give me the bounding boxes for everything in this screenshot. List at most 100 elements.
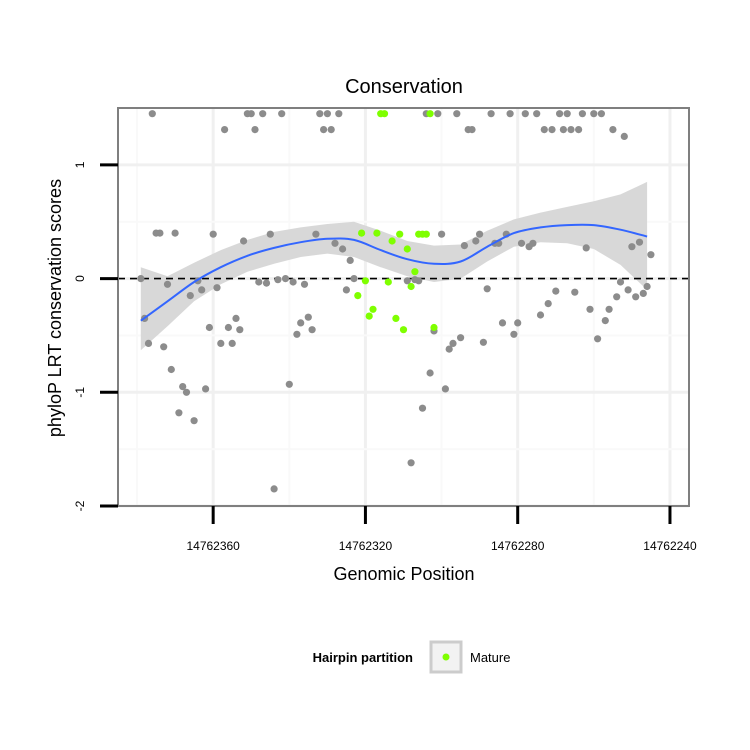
confidence-ribbon: [140, 181, 648, 351]
point-mature: [361, 277, 369, 285]
data-point: [540, 126, 548, 134]
data-point: [487, 110, 495, 118]
x-tick-label: 14762360: [186, 539, 240, 553]
data-point: [240, 237, 248, 245]
point-mature: [354, 292, 362, 300]
data-point: [232, 314, 240, 322]
x-tick-label: 14762320: [339, 539, 393, 553]
data-point: [616, 278, 625, 286]
smooth-trend-line: [140, 223, 648, 322]
data-point: [521, 110, 529, 118]
data-point: [441, 385, 449, 393]
data-point: [479, 338, 487, 346]
chart-title: Conservation: [345, 76, 463, 98]
data-point: [628, 243, 636, 251]
data-point: [457, 334, 465, 342]
panel-border: [117, 107, 690, 507]
data-point: [476, 230, 484, 238]
x-tick-label: 14762280: [491, 539, 545, 553]
data-point: [434, 110, 442, 118]
data-point: [453, 110, 461, 118]
data-point: [635, 238, 644, 246]
data-point: [517, 239, 526, 247]
data-point: [449, 339, 457, 347]
point-mature: [422, 230, 430, 238]
plot-panel: [118, 108, 689, 506]
data-point: [403, 277, 411, 285]
data-point: [274, 276, 282, 284]
data-point: [445, 345, 453, 353]
point-mature: [365, 312, 373, 320]
point-mature: [411, 268, 419, 276]
data-point: [148, 110, 156, 118]
data-point: [182, 388, 191, 396]
data-point: [536, 311, 545, 319]
data-point: [320, 126, 328, 134]
point-mature: [403, 245, 411, 253]
data-point: [202, 385, 210, 393]
point-mature: [426, 110, 434, 118]
data-point: [533, 110, 541, 118]
data-point: [209, 230, 217, 238]
data-point: [510, 330, 518, 338]
data-point: [262, 279, 271, 287]
data-point: [316, 110, 324, 118]
data-point: [556, 110, 564, 118]
data-point: [415, 277, 423, 285]
data-point: [468, 126, 476, 134]
data-point: [418, 404, 427, 412]
data-point: [339, 245, 347, 253]
data-point: [506, 110, 514, 118]
point-mature: [392, 314, 400, 322]
point-mature: [380, 110, 389, 118]
data-point: [205, 323, 213, 332]
y-tick-label: -2: [73, 500, 87, 511]
data-point: [247, 110, 255, 118]
data-point: [331, 239, 339, 247]
data-point: [350, 275, 358, 283]
data-point: [567, 126, 575, 134]
data-point: [175, 409, 183, 417]
data-point: [190, 417, 198, 425]
data-point: [266, 230, 274, 238]
data-point: [460, 242, 468, 250]
data-point: [472, 237, 480, 245]
data-point: [605, 305, 613, 313]
x-axis: 14762360 14762320 14762280 14762240: [186, 506, 697, 553]
data-point: [335, 110, 343, 118]
legend-key-mature: [442, 653, 450, 661]
data-point: [251, 126, 259, 134]
data-point: [285, 380, 293, 388]
data-point: [594, 335, 602, 343]
data-point: [597, 110, 606, 118]
data-point: [483, 285, 491, 293]
point-mature: [430, 323, 438, 332]
data-point: [221, 126, 229, 134]
data-point: [308, 326, 316, 334]
data-point: [137, 275, 145, 283]
data-point: [601, 317, 609, 325]
point-mature: [396, 230, 404, 238]
data-point: [438, 230, 446, 238]
y-axis: -2 -1 0 1: [73, 161, 118, 511]
data-point: [281, 275, 290, 283]
data-point: [213, 284, 221, 292]
data-point: [171, 229, 179, 237]
data-point: [590, 110, 598, 118]
data-point: [582, 244, 590, 252]
data-point: [270, 485, 278, 493]
data-point: [167, 365, 175, 374]
data-point: [563, 110, 571, 118]
x-tick-label: 14762240: [643, 539, 697, 553]
panel-background: [118, 108, 689, 506]
data-point: [639, 289, 647, 297]
data-point: [514, 319, 522, 327]
legend-label-mature: Mature: [470, 650, 510, 665]
smooth-line-layer: [140, 223, 648, 322]
point-mature: [384, 278, 392, 286]
legend-title: Hairpin partition: [313, 650, 413, 665]
data-point: [289, 278, 297, 286]
y-tick-label: -1: [73, 387, 87, 398]
data-point: [312, 230, 320, 238]
point-mature: [407, 282, 415, 291]
